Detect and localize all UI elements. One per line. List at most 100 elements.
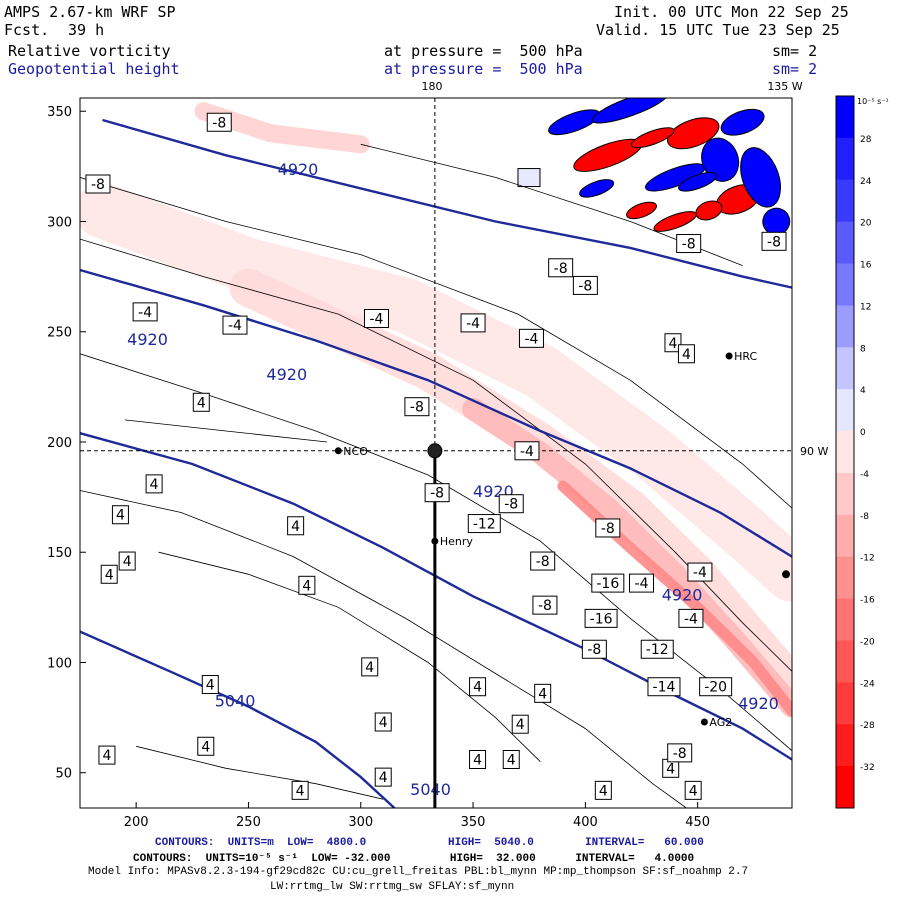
vorticity-label-box: [111, 505, 129, 525]
station-label: NCO: [343, 445, 368, 458]
y-tick-label: 300: [47, 215, 72, 230]
vorticity-contour-5: [124, 419, 328, 443]
valid-time: Valid. 15 UTC Tue 23 Sep 25: [596, 21, 840, 39]
vorticity-label-box: [100, 564, 118, 584]
vorticity-blob-2: [591, 98, 669, 124]
height-contour-info: CONTOURS: UNITS=m LOW= 4800.0: [155, 837, 367, 849]
height-contour-line: [80, 630, 396, 808]
vorticity-label-box: [502, 749, 520, 769]
vorticity-label: 4: [302, 578, 311, 594]
vorticity-label: -8: [673, 746, 687, 762]
station-label: AG2: [709, 716, 732, 729]
vorticity-label: -8: [538, 598, 552, 614]
vorticity-label: -20: [704, 680, 727, 696]
init-time: Init. 00 UTC Mon 22 Sep 25: [614, 3, 849, 21]
vorticity-label-box: [511, 714, 529, 734]
vorticity-contour-2: [80, 353, 792, 752]
field1-name: Relative vorticity: [8, 42, 171, 60]
vorticity-label-box: [469, 749, 487, 769]
vorticity-label: -8: [682, 237, 696, 253]
vorticity-contour-6: [158, 551, 541, 762]
vorticity-label-box: [404, 397, 430, 417]
field1-smoothing: sm= 2: [772, 42, 818, 60]
vorticity-label: 4: [123, 554, 132, 570]
vorticity-label-box: [98, 745, 116, 765]
vorticity-label-box: [298, 575, 316, 595]
colorbar-swatch: [836, 682, 854, 725]
vorticity-label: -12: [473, 517, 496, 533]
vorticity-label-box: [197, 736, 215, 756]
vorticity-label-box: [687, 562, 713, 582]
vorticity-label: -4: [684, 611, 698, 627]
colorbar-level-label: 28: [860, 135, 872, 145]
vorticity-label: -8: [536, 554, 550, 570]
vorticity-blob-8: [720, 108, 765, 136]
vorticity-label: -8: [212, 115, 226, 131]
height-contour-label: 5040: [215, 692, 256, 711]
colorbar-swatch: [836, 556, 854, 600]
vorticity-label-box: [677, 344, 695, 364]
vorticity-label: -4: [369, 311, 383, 327]
vorticity-label-box: [572, 275, 598, 295]
station-marker: [431, 537, 439, 545]
vorticity-label-box: [676, 234, 702, 254]
vorticity-label-box: [595, 518, 621, 538]
vorticity-blob-5: [701, 137, 740, 182]
top-longitude-label: 180: [422, 80, 443, 93]
vorticity-label-box: [761, 231, 787, 251]
vorticity-label-box: [424, 483, 450, 503]
height-contour-interval: INTERVAL= 60.000: [585, 837, 704, 849]
y-tick-label: 100: [47, 656, 72, 671]
vorticity-blob-12: [653, 211, 697, 232]
top-longitude-label: 135 W: [767, 80, 802, 93]
colorbar-swatch: [836, 263, 854, 306]
field1-level: at pressure = 500 hPa: [384, 42, 583, 60]
vorticity-label: 4: [682, 347, 691, 363]
colorbar-swatch: [836, 431, 854, 474]
vorticity-label-box: [584, 608, 618, 628]
vorticity-contour-info: CONTOURS: UNITS=10⁻⁵ s⁻¹ LOW= -32.000 HI…: [133, 853, 695, 865]
model-title: AMPS 2.67-km WRF SP: [4, 3, 176, 21]
vorticity-label-box: [514, 441, 540, 461]
vorticity-label: -8: [587, 642, 601, 658]
vorticity-label-box: [361, 657, 379, 677]
vorticity-label-box: [374, 712, 392, 732]
colorbar-level-label: 20: [860, 219, 872, 229]
vorticity-label-box: [498, 494, 524, 514]
vorticity-label: 4: [473, 752, 482, 768]
vorticity-label: 4: [507, 752, 516, 768]
colorbar-level-label: -32: [860, 763, 875, 773]
height-contour-label: 4920: [738, 694, 779, 713]
x-tick-label: 350: [461, 815, 486, 830]
station-label: HRC: [734, 350, 757, 363]
x-tick-label: 250: [236, 815, 261, 830]
vorticity-label: -8: [601, 521, 615, 537]
height-contour-label: 4920: [266, 365, 307, 384]
x-tick-label: 200: [124, 815, 149, 830]
vorticity-label: 4: [296, 783, 305, 799]
forecast-label: Fcst.: [4, 21, 50, 39]
colorbar-swatch: [836, 766, 854, 809]
vorticity-label-box: [591, 573, 625, 593]
vorticity-label-box: [678, 608, 704, 628]
vorticity-label-box: [467, 514, 501, 534]
vorticity-label-box: [581, 639, 607, 659]
cross-section-origin-marker: [427, 443, 443, 459]
vorticity-label-box: [363, 308, 389, 328]
vorticity-label: -4: [228, 318, 242, 334]
vorticity-label: -16: [590, 611, 613, 627]
colorbar-frame: [835, 95, 855, 809]
edge-station-marker: [782, 570, 790, 579]
y-tick-label: 50: [55, 767, 72, 782]
vorticity-label-box: [530, 551, 556, 571]
vorticity-label: -16: [596, 576, 619, 592]
vorticity-label: 4: [291, 519, 300, 535]
vorticity-label: -8: [91, 177, 105, 193]
colorbar-level-label: -12: [860, 554, 875, 564]
vorticity-label: -12: [646, 642, 669, 658]
vorticity-blob-10: [631, 127, 675, 149]
colorbar-level-label: -28: [860, 721, 875, 731]
x-tick-label: 300: [348, 815, 373, 830]
vorticity-label-box: [532, 595, 558, 615]
vorticity-contour-0: [80, 177, 792, 509]
